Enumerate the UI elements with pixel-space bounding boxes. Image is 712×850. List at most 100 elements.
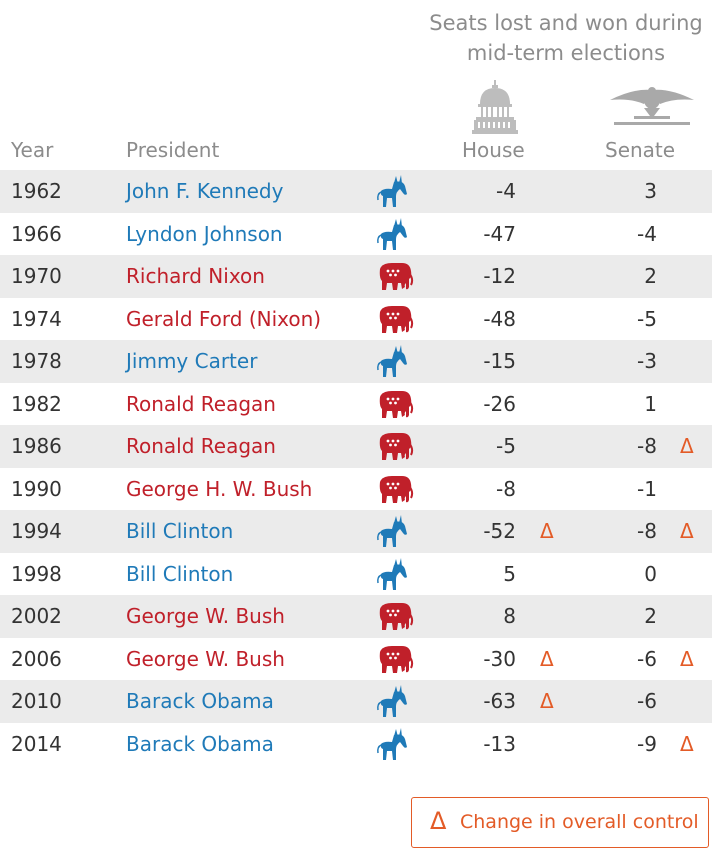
- senate-value: -3: [637, 349, 657, 373]
- elephant-icon: [374, 429, 414, 469]
- table-row: 1982 Ronald Reagan -26 1: [0, 383, 712, 426]
- house-value: -47: [483, 221, 516, 246]
- house-value: 8: [503, 604, 516, 628]
- donkey-icon: [374, 684, 414, 724]
- house-value: -13: [483, 731, 516, 756]
- president-cell: Bill Clinton: [126, 519, 234, 543]
- senate-value: -4: [637, 221, 657, 246]
- senate-value: -1: [637, 476, 657, 501]
- table-row: 1978 Jimmy Carter -15 -3: [0, 340, 712, 383]
- table-body: 1962 John F. Kennedy -4 3 1966 Lyndon Johnso…: [0, 170, 712, 765]
- senate-eagle-icon: [610, 87, 694, 125]
- header-year: Year: [11, 138, 54, 162]
- year-cell: 2014: [11, 731, 62, 756]
- elephant-icon: [374, 302, 414, 342]
- elephant-icon: [374, 599, 414, 639]
- year-cell: 1994: [11, 519, 62, 543]
- president-cell: George W. Bush: [126, 604, 285, 628]
- legend-symbol: Δ: [430, 807, 447, 835]
- senate-value: 2: [644, 604, 657, 628]
- president-cell: Barack Obama: [126, 731, 274, 756]
- year-cell: 1986: [11, 434, 62, 458]
- house-value: -63: [483, 689, 516, 713]
- president-cell: Gerald Ford (Nixon): [126, 306, 322, 331]
- header-senate: Senate: [605, 138, 676, 162]
- table-row: 2006 George W. Bush -30 -6 Δ Δ: [0, 638, 712, 681]
- year-cell: 1978: [11, 349, 62, 373]
- house-value: -48: [483, 306, 516, 331]
- house-value: -26: [483, 391, 516, 416]
- table-row: 1974 Gerald Ford (Nixon) -48 -5: [0, 298, 712, 341]
- president-cell: Richard Nixon: [126, 264, 265, 288]
- senate-control-change-marker: Δ: [680, 519, 694, 543]
- table-row: 1986 Ronald Reagan -5 -8 Δ: [0, 425, 712, 468]
- year-cell: 1974: [11, 306, 62, 331]
- elephant-icon: [374, 387, 414, 427]
- house-value: -8: [496, 476, 516, 501]
- table-row: 1998 Bill Clinton 5 0: [0, 553, 712, 596]
- senate-value: -8: [637, 519, 657, 543]
- year-cell: 1970: [11, 264, 62, 288]
- table-row: 1966 Lyndon Johnson -47 -4: [0, 213, 712, 256]
- president-cell: Ronald Reagan: [126, 434, 276, 458]
- elephant-icon: [374, 472, 414, 512]
- senate-value: 2: [644, 264, 657, 288]
- year-cell: 2006: [11, 646, 62, 671]
- president-cell: Jimmy Carter: [126, 349, 258, 373]
- table-row: 1962 John F. Kennedy -4 3: [0, 170, 712, 213]
- house-value: -5: [496, 434, 516, 458]
- house-value: -12: [483, 264, 516, 288]
- president-cell: George H. W. Bush: [126, 476, 313, 501]
- house-value: -30: [483, 646, 516, 671]
- senate-value: 3: [644, 179, 657, 203]
- table-row: 1994 Bill Clinton -52 -8 Δ Δ: [0, 510, 712, 553]
- president-cell: Barack Obama: [126, 689, 274, 713]
- table-row: 2014 Barack Obama -13 -9 Δ: [0, 723, 712, 766]
- chart-title-line-2: mid-term elections: [466, 41, 666, 65]
- senate-value: -8: [637, 434, 657, 458]
- donkey-icon: [374, 557, 414, 597]
- house-control-change-marker: Δ: [540, 519, 554, 543]
- table-row: 1990 George H. W. Bush -8 -1: [0, 468, 712, 511]
- elephant-icon: [374, 642, 414, 682]
- donkey-icon: [374, 344, 414, 384]
- year-cell: 1962: [11, 179, 62, 203]
- house-value: -52: [483, 519, 516, 543]
- house-value: -4: [496, 179, 516, 203]
- year-cell: 1982: [11, 391, 62, 416]
- president-cell: Lyndon Johnson: [126, 221, 283, 246]
- year-cell: 2002: [11, 604, 62, 628]
- president-cell: Bill Clinton: [126, 561, 234, 586]
- table-row: 1970 Richard Nixon -12 2: [0, 255, 712, 298]
- senate-control-change-marker: Δ: [680, 434, 694, 458]
- senate-control-change-marker: Δ: [680, 646, 694, 671]
- senate-value: -5: [637, 306, 657, 331]
- legend: Δ Change in overall control: [411, 797, 709, 848]
- donkey-icon: [374, 174, 414, 214]
- president-cell: John F. Kennedy: [126, 179, 284, 203]
- house-control-change-marker: Δ: [540, 689, 554, 713]
- donkey-icon: [374, 514, 414, 554]
- senate-value: 0: [644, 561, 657, 586]
- legend-label: Change in overall control: [460, 811, 699, 833]
- house-value: 5: [503, 561, 516, 586]
- header-house: House: [462, 138, 525, 162]
- header-president: President: [126, 138, 220, 162]
- house-control-change-marker: Δ: [540, 646, 554, 671]
- donkey-icon: [374, 217, 414, 257]
- table-row: 2002 George W. Bush 8 2: [0, 595, 712, 638]
- senate-value: 1: [644, 391, 657, 416]
- president-cell: George W. Bush: [126, 646, 285, 671]
- capitol-icon: [472, 80, 518, 134]
- chart-title-line-1: Seats lost and won during: [429, 11, 703, 35]
- year-cell: 2010: [11, 689, 62, 713]
- senate-value: -6: [637, 689, 657, 713]
- house-value: -15: [483, 349, 516, 373]
- table-row: 2010 Barack Obama -63 -6 Δ: [0, 680, 712, 723]
- year-cell: 1966: [11, 221, 62, 246]
- elephant-icon: [374, 259, 414, 299]
- president-cell: Ronald Reagan: [126, 391, 276, 416]
- year-cell: 1998: [11, 561, 62, 586]
- donkey-icon: [374, 727, 414, 767]
- chart-title: Seats lost and won during mid-term elect…: [420, 8, 712, 68]
